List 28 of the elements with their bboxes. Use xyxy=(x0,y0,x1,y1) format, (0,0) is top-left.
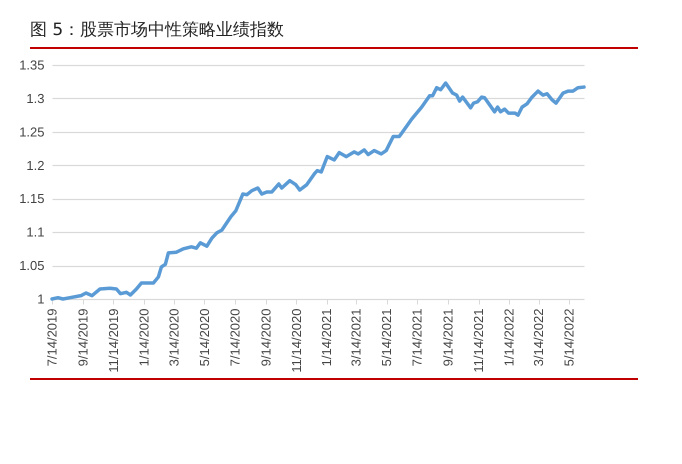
x-tick-label: 7/14/2021 xyxy=(410,308,425,366)
y-tick-label: 1.15 xyxy=(19,191,44,206)
x-tick-label: 5/14/2020 xyxy=(196,308,212,366)
y-tick-label: 1 xyxy=(37,292,44,306)
line-series xyxy=(50,81,586,301)
x-tick-label: 11/14/2021 xyxy=(471,308,486,373)
x-tick-label: 11/14/2020 xyxy=(288,308,304,373)
y-tick-label: 1.25 xyxy=(19,124,44,140)
x-tick-label: 3/14/2022 xyxy=(531,308,546,366)
x-tick-label: 1/14/2020 xyxy=(136,308,152,366)
x-tick-label: 7/14/2019 xyxy=(44,308,60,366)
x-tick-label: 9/14/2019 xyxy=(75,308,90,366)
y-tick-label: 1.1 xyxy=(26,224,44,240)
x-tick-label: 9/14/2020 xyxy=(258,308,274,366)
y-tick-label: 1.3 xyxy=(26,90,44,106)
y-tick-label: 1.2 xyxy=(26,158,44,173)
x-tick-label: 5/14/2022 xyxy=(562,308,577,366)
x-tick-label: 9/14/2021 xyxy=(440,308,456,366)
x-tick-label: 1/14/2022 xyxy=(502,308,517,366)
y-tick-label: 1.35 xyxy=(19,58,44,72)
x-tick-label: 11/14/2019 xyxy=(106,308,121,373)
y-tick-label: 1.05 xyxy=(19,258,44,274)
x-tick-label: 5/14/2021 xyxy=(379,308,394,366)
x-tick-label: 1/14/2021 xyxy=(319,308,334,366)
x-tick-label: 7/14/2020 xyxy=(227,308,242,366)
x-tick-label: 3/14/2020 xyxy=(166,308,182,366)
x-tick-label: 3/14/2021 xyxy=(348,308,364,366)
chart-title: 图 5：股票市场中性策略业绩指数 xyxy=(30,18,638,49)
